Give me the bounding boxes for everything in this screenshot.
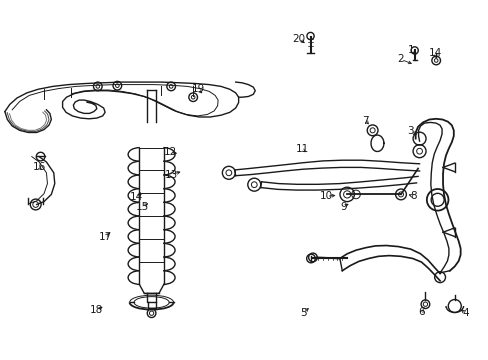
Circle shape	[251, 182, 257, 188]
Text: 4: 4	[461, 308, 468, 318]
Text: 15: 15	[136, 202, 149, 212]
Text: 2: 2	[397, 54, 404, 64]
Text: 14: 14	[427, 48, 441, 58]
Text: 14: 14	[129, 192, 142, 202]
Text: 7: 7	[362, 116, 368, 126]
Text: 20: 20	[292, 34, 305, 44]
Text: 19: 19	[191, 84, 204, 94]
Text: 5: 5	[299, 308, 306, 318]
Text: 13: 13	[164, 170, 178, 180]
Text: 17: 17	[98, 232, 112, 242]
Text: 1: 1	[407, 45, 413, 55]
Text: 8: 8	[409, 191, 416, 201]
Text: 18: 18	[90, 305, 103, 315]
Text: 11: 11	[295, 144, 308, 154]
Circle shape	[225, 170, 231, 176]
Text: 12: 12	[163, 147, 177, 157]
Text: 9: 9	[339, 202, 346, 212]
Text: 3: 3	[407, 126, 413, 136]
Text: 6: 6	[417, 307, 424, 318]
Text: 10: 10	[320, 191, 332, 201]
Text: 16: 16	[32, 162, 46, 172]
